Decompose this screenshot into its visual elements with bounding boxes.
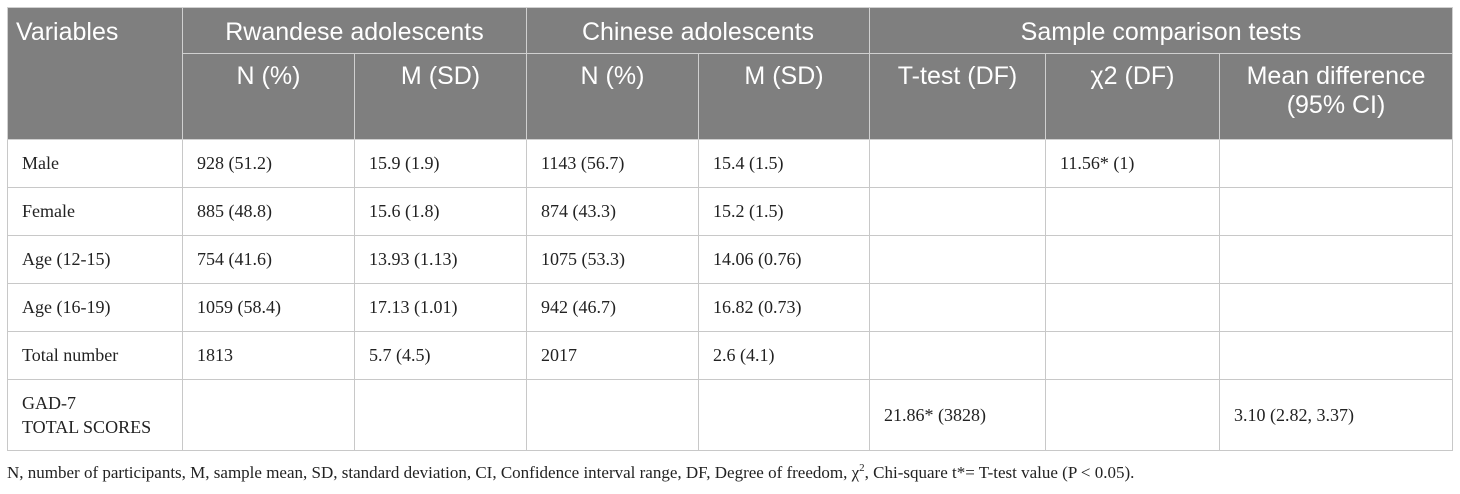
cell-rw-n: 754 (41.6) [182, 235, 355, 284]
cell-ttest [869, 283, 1046, 332]
cell-cn-n: 942 (46.7) [526, 283, 699, 332]
cell-rw-n [182, 379, 355, 451]
cell-label: Male [7, 139, 183, 188]
cell-chi2: 11.56* (1) [1045, 139, 1220, 188]
header-rw-mean-sd: M (SD) [354, 53, 527, 140]
header-chi-square: χ2 (DF) [1045, 53, 1220, 140]
cell-rw-m: 17.13 (1.01) [354, 283, 527, 332]
table-row-age-16-19: Age (16-19) 1059 (58.4) 17.13 (1.01) 942… [7, 283, 1454, 332]
cell-mean-diff: 3.10 (2.82, 3.37) [1218, 379, 1454, 451]
header-cn-mean-sd: M (SD) [698, 53, 870, 140]
cell-rw-n: 928 (51.2) [182, 139, 355, 188]
footnote-superscript: 2 [859, 462, 865, 474]
cell-rw-n: 1813 [182, 331, 355, 380]
gad7-label-line1: GAD-7 [22, 393, 76, 413]
cell-cn-n: 2017 [526, 331, 699, 380]
table-footnote: N, number of participants, M, sample mea… [7, 463, 1134, 483]
table-body: Male 928 (51.2) 15.9 (1.9) 1143 (56.7) 1… [7, 139, 1454, 451]
table-header: Variables Rwandese adolescents Chinese a… [7, 7, 1454, 140]
cell-chi2 [1045, 283, 1220, 332]
cell-chi2 [1045, 235, 1220, 284]
header-chinese-adolescents: Chinese adolescents [526, 7, 870, 54]
cell-chi2 [1045, 379, 1220, 451]
cell-chi2 [1045, 187, 1220, 236]
cell-ttest: 21.86* (3828) [869, 379, 1046, 451]
cell-mean-diff [1218, 283, 1454, 332]
cell-cn-m: 2.6 (4.1) [698, 331, 870, 380]
cell-mean-diff [1218, 331, 1454, 380]
cell-label: GAD-7 TOTAL SCORES [7, 379, 183, 451]
cell-rw-m [354, 379, 527, 451]
cell-cn-n [526, 379, 699, 451]
cell-cn-n: 874 (43.3) [526, 187, 699, 236]
header-cn-n-percent: N (%) [526, 53, 699, 140]
table-row-age-12-15: Age (12-15) 754 (41.6) 13.93 (1.13) 1075… [7, 235, 1454, 284]
header-rw-n-percent: N (%) [182, 53, 355, 140]
cell-rw-n: 1059 (58.4) [182, 283, 355, 332]
footnote-text-end: , Chi-square t*= T-test value (P < 0.05)… [864, 463, 1135, 482]
table-row-female: Female 885 (48.8) 15.6 (1.8) 874 (43.3) … [7, 187, 1454, 236]
group-header-row: Variables Rwandese adolescents Chinese a… [7, 7, 1454, 140]
header-mean-difference: Mean difference (95% CI) [1218, 53, 1454, 140]
cell-rw-m: 15.6 (1.8) [354, 187, 527, 236]
header-rwandese-adolescents: Rwandese adolescents [182, 7, 527, 54]
cell-chi2 [1045, 331, 1220, 380]
cell-ttest [869, 187, 1046, 236]
cell-rw-m: 5.7 (4.5) [354, 331, 527, 380]
cell-ttest [869, 331, 1046, 380]
cell-label: Total number [7, 331, 183, 380]
table-row-total-number: Total number 1813 5.7 (4.5) 2017 2.6 (4.… [7, 331, 1454, 380]
cell-rw-m: 13.93 (1.13) [354, 235, 527, 284]
cell-mean-diff [1218, 139, 1454, 188]
cell-cn-n: 1143 (56.7) [526, 139, 699, 188]
gad7-label-line2: TOTAL SCORES [22, 417, 152, 437]
cell-ttest [869, 235, 1046, 284]
comparison-table: Variables Rwandese adolescents Chinese a… [7, 7, 1454, 451]
cell-label: Female [7, 187, 183, 236]
cell-ttest [869, 139, 1046, 188]
cell-cn-m: 15.4 (1.5) [698, 139, 870, 188]
cell-cn-m [698, 379, 870, 451]
sub-header-row: N (%) M (SD) N (%) M (SD) T-test (DF) χ2… [8, 53, 1454, 140]
data-table-container: Variables Rwandese adolescents Chinese a… [7, 7, 1454, 451]
cell-cn-m: 14.06 (0.76) [698, 235, 870, 284]
header-sample-comparison-tests: Sample comparison tests [868, 7, 1454, 54]
table-row-gad7-total-scores: GAD-7 TOTAL SCORES 21.86* (3828) 3.10 (2… [7, 379, 1454, 451]
cell-cn-n: 1075 (53.3) [526, 235, 699, 284]
cell-rw-n: 885 (48.8) [182, 187, 355, 236]
table-row-male: Male 928 (51.2) 15.9 (1.9) 1143 (56.7) 1… [7, 139, 1454, 188]
cell-cn-m: 15.2 (1.5) [698, 187, 870, 236]
cell-label: Age (12-15) [7, 235, 183, 284]
cell-mean-diff [1218, 187, 1454, 236]
footnote-text-start: N, number of participants, M, sample mea… [7, 463, 860, 482]
cell-label: Age (16-19) [7, 283, 183, 332]
cell-mean-diff [1218, 235, 1454, 284]
cell-cn-m: 16.82 (0.73) [698, 283, 870, 332]
header-t-test: T-test (DF) [869, 53, 1046, 140]
cell-rw-m: 15.9 (1.9) [354, 139, 527, 188]
header-variables: Variables [7, 7, 183, 140]
